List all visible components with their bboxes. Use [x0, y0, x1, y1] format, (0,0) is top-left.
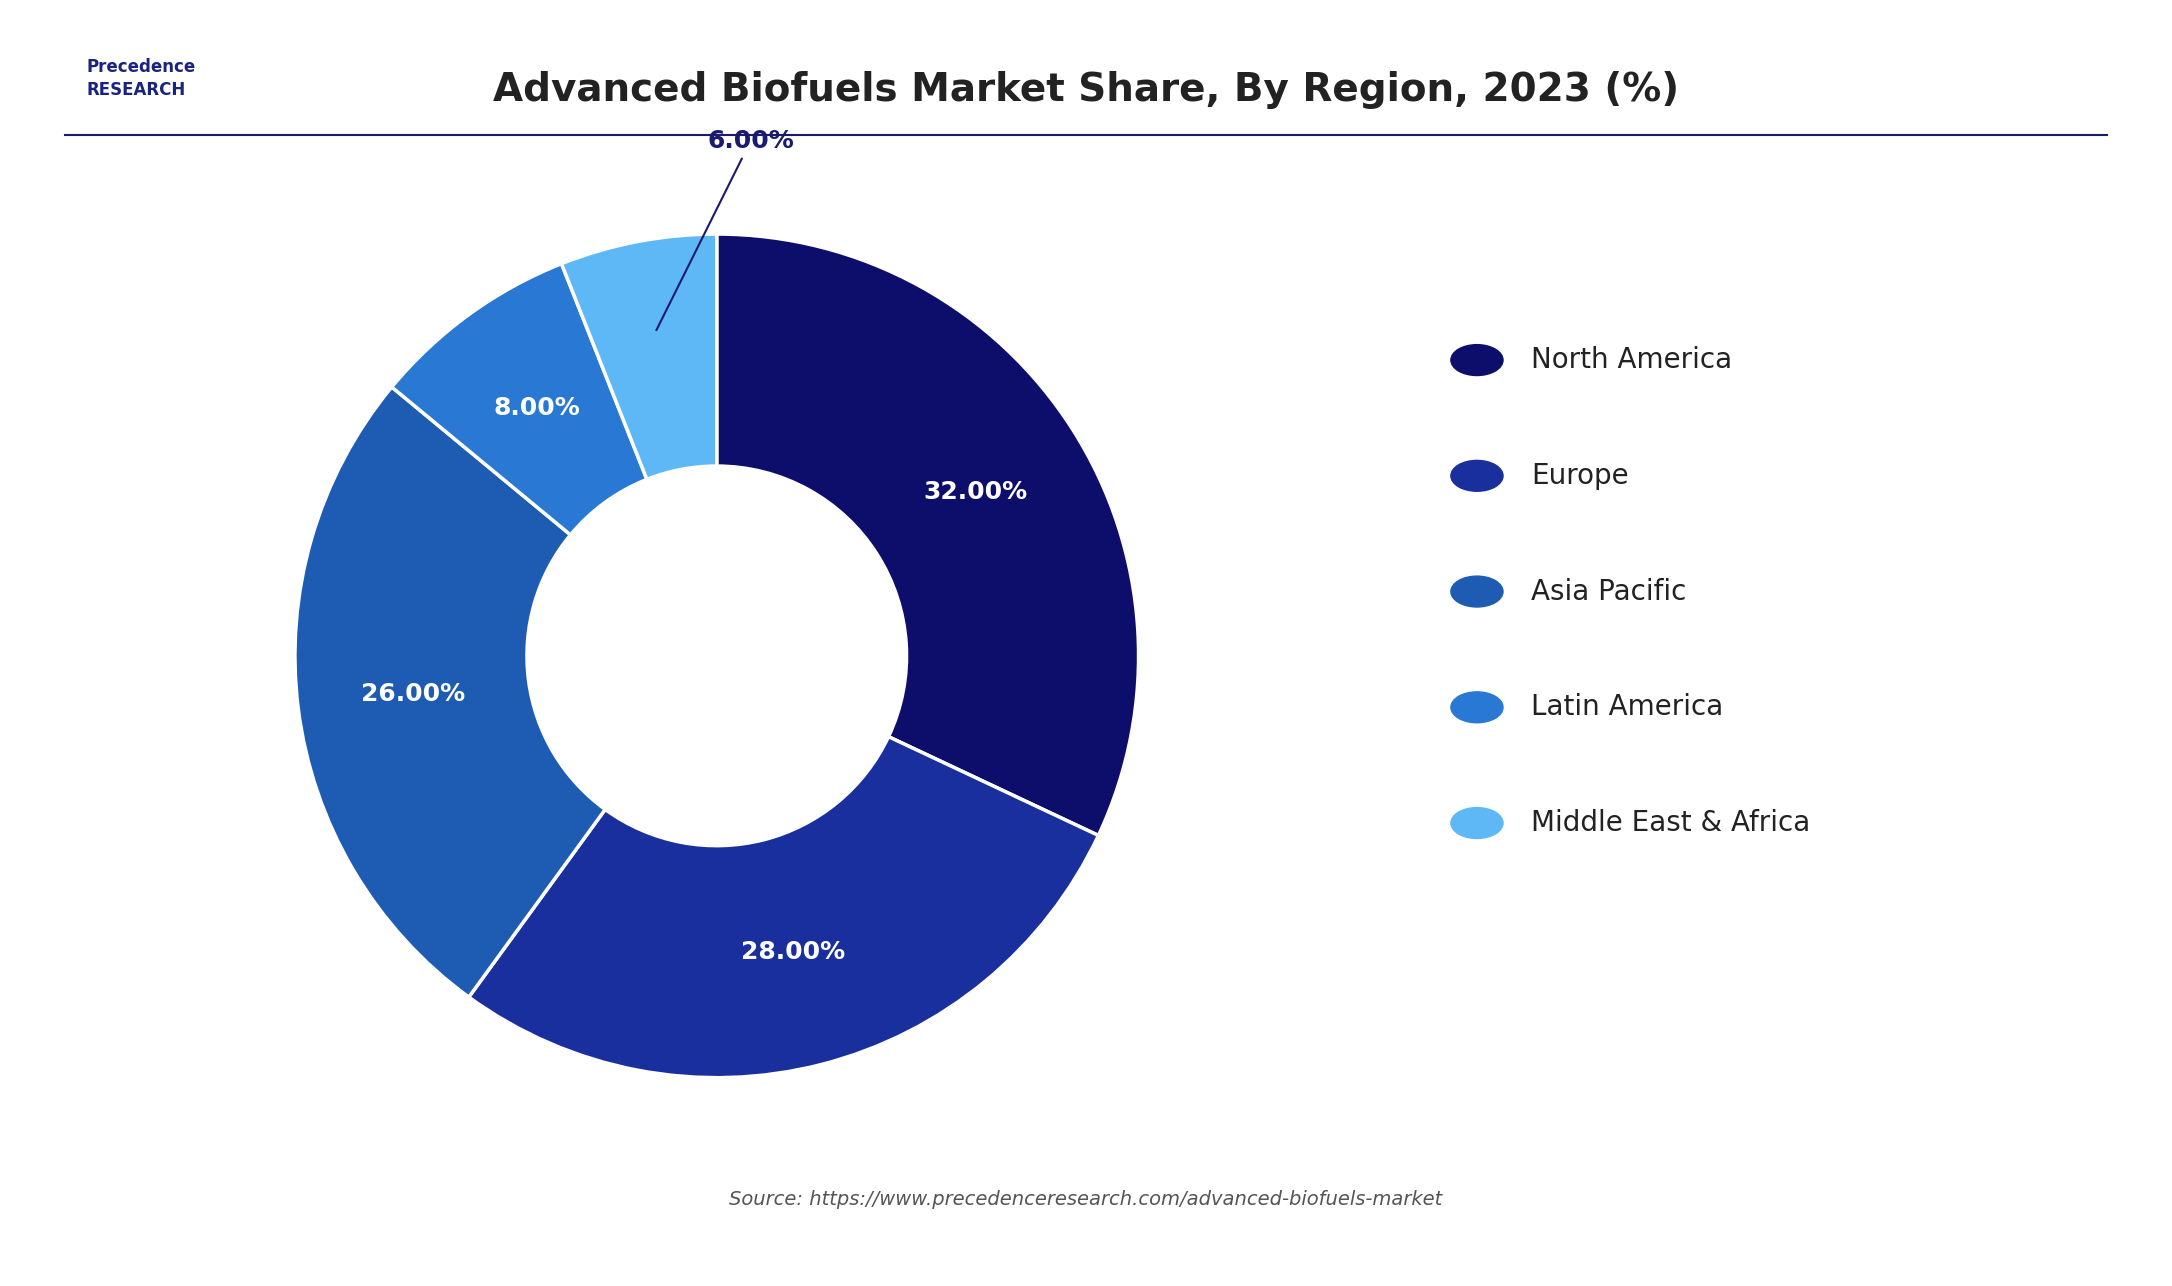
Text: Europe: Europe [1531, 462, 1629, 490]
Text: Source: https://www.precedenceresearch.com/advanced-biofuels-market: Source: https://www.precedenceresearch.c… [730, 1190, 1442, 1209]
Text: Advanced Biofuels Market Share, By Region, 2023 (%): Advanced Biofuels Market Share, By Regio… [493, 71, 1679, 109]
Text: 28.00%: 28.00% [741, 940, 845, 964]
Text: Precedence
RESEARCH: Precedence RESEARCH [87, 58, 195, 99]
Wedge shape [563, 234, 717, 480]
Text: Latin America: Latin America [1531, 693, 1725, 721]
Text: 32.00%: 32.00% [923, 480, 1027, 504]
Text: North America: North America [1531, 346, 1733, 374]
Wedge shape [391, 264, 647, 535]
Wedge shape [717, 234, 1138, 836]
Text: Asia Pacific: Asia Pacific [1531, 577, 1688, 606]
Text: 6.00%: 6.00% [656, 130, 795, 331]
Text: 26.00%: 26.00% [361, 682, 465, 706]
Text: 8.00%: 8.00% [493, 396, 580, 421]
Text: Middle East & Africa: Middle East & Africa [1531, 809, 1811, 837]
Wedge shape [295, 387, 606, 997]
Wedge shape [469, 737, 1099, 1078]
